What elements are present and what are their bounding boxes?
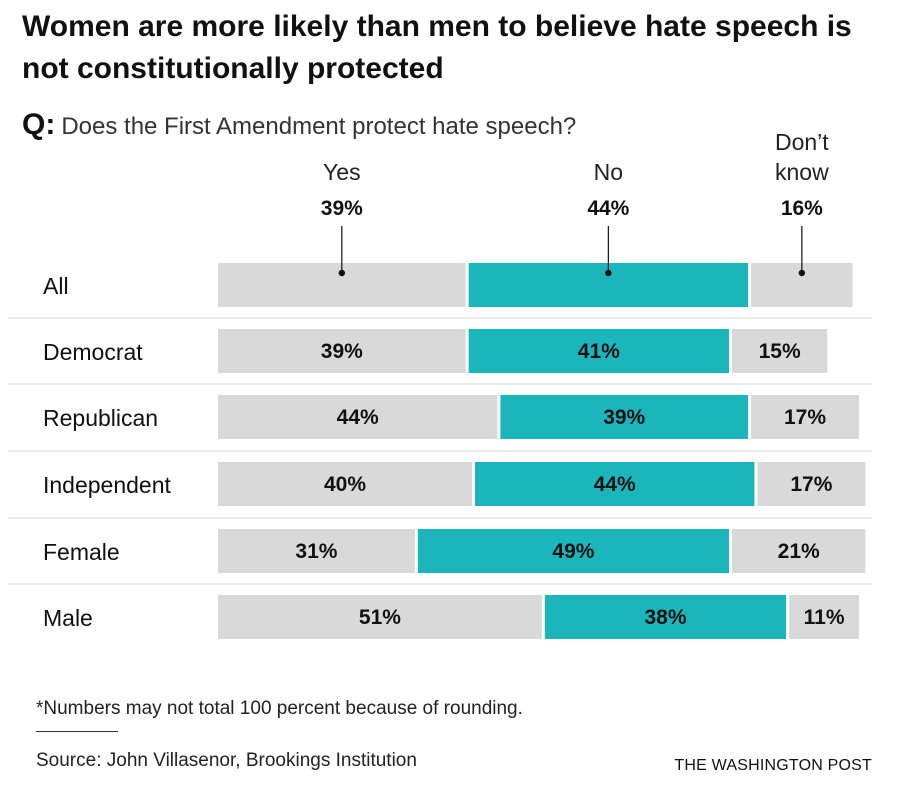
legend-label: No: [594, 159, 623, 185]
bar-segment-no: [475, 462, 755, 506]
bar-segment-yes: [218, 329, 466, 373]
data-label: 39%: [603, 406, 645, 429]
legend-label: Yes: [323, 159, 361, 185]
category-label: Democrat: [43, 339, 143, 365]
data-label: 17%: [784, 406, 826, 429]
chart-title: Women are more likely than men to believ…: [22, 10, 852, 85]
overall-percentage: 44%: [587, 197, 629, 220]
bar-segment-dont-know: [732, 529, 866, 573]
legend-label: Don’t: [775, 129, 829, 155]
data-label: 39%: [321, 340, 363, 363]
data-label: 44%: [337, 406, 379, 429]
overall-percentage: 39%: [321, 197, 363, 220]
bar-segment-dont-know: [732, 329, 828, 373]
data-label: 41%: [578, 340, 620, 363]
bar-segment-dont-know: [751, 395, 859, 439]
category-label: All: [43, 273, 69, 299]
category-label: Republican: [43, 405, 158, 431]
publisher-logo: THE WASHINGTON POST: [674, 757, 872, 774]
data-label: 44%: [594, 473, 636, 496]
data-label: 15%: [759, 340, 801, 363]
data-label: 21%: [778, 540, 820, 563]
bar-segment-yes: [218, 529, 415, 573]
bar-segment-dont-know: [757, 462, 866, 506]
bar-segment-no: [417, 529, 729, 573]
data-label: 31%: [295, 540, 337, 563]
source-note: Source: John Villasenor, Brookings Insti…: [36, 750, 417, 771]
stacked-bar-chart: All Democrat 39% 41% 15% Republican 44% 39% 17% I…: [8, 129, 872, 639]
footnote: *Numbers may not total 100 percent becau…: [36, 698, 523, 719]
footnote-rule: [36, 731, 118, 732]
bar-segment-yes: [218, 395, 498, 439]
data-label: 40%: [324, 473, 366, 496]
category-label: Independent: [43, 472, 172, 498]
overall-percentage: 16%: [781, 197, 823, 220]
category-label: Female: [43, 539, 120, 565]
bar-segment-yes: [218, 595, 542, 639]
category-label: Male: [43, 605, 93, 631]
bar-segment-dont-know: [789, 595, 859, 639]
bar-segment-no: [544, 595, 787, 639]
data-label: 38%: [644, 606, 686, 629]
data-label: 49%: [552, 540, 594, 563]
survey-question: Q: Does the First Amendment protect hate …: [22, 108, 576, 142]
bar-segment-no: [468, 329, 729, 373]
bar-segment-no: [500, 395, 749, 439]
question-text: Does the First Amendment protect hate sp…: [61, 113, 577, 140]
legend-label: know: [775, 159, 829, 185]
data-label: 51%: [359, 606, 401, 629]
data-label: 17%: [790, 473, 832, 496]
data-label: 11%: [804, 606, 845, 629]
question-prefix: Q:: [22, 108, 56, 141]
bar-segment-yes: [218, 462, 472, 506]
